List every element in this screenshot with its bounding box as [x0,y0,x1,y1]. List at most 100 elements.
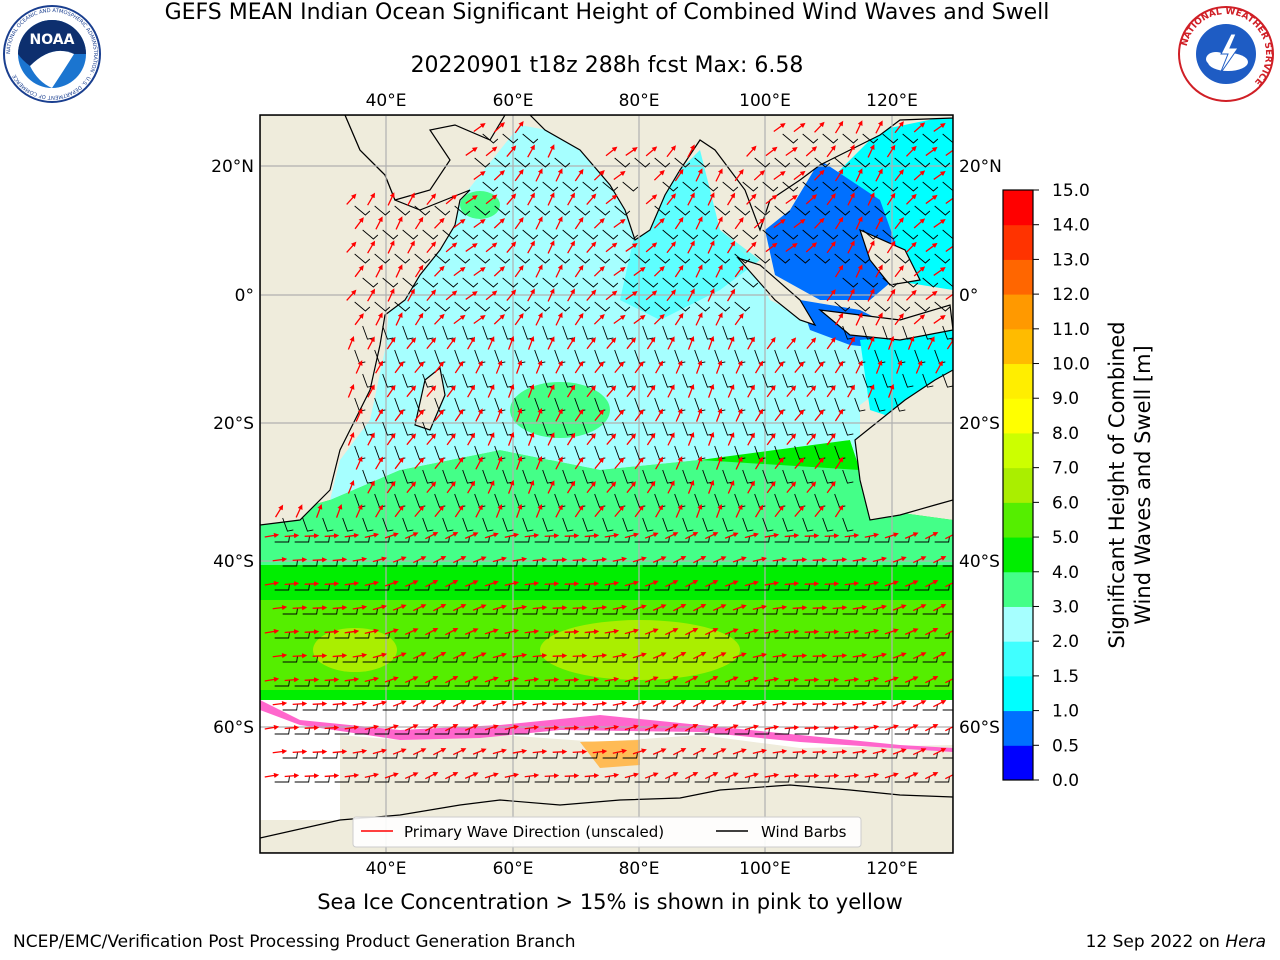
wave-direction-arrow [567,288,575,302]
wave-direction-arrow [907,335,915,350]
wave-direction-arrow [527,335,535,350]
wave-direction-arrow [872,700,887,707]
wave-direction-arrow [646,384,656,398]
wave-direction-arrow [452,652,467,660]
wind-barb [734,727,750,735]
wave-direction-arrow [535,504,543,518]
wind-barb [414,253,431,264]
wave-direction-arrow [653,217,665,229]
wind-barb [682,517,694,532]
wave-direction-arrow [732,700,747,707]
lon-label-top-80e: 80°E [619,91,660,111]
wave-direction-arrow [724,676,739,683]
wind-barb [474,301,491,312]
wave-direction-arrow [772,748,788,755]
wave-direction-arrow [566,480,576,494]
wave-direction-arrow [332,749,348,755]
wave-direction-arrow [913,170,926,181]
wave-direction-arrow [507,479,515,494]
wave-direction-arrow [544,725,560,731]
wave-direction-arrow [645,290,658,301]
wind-barb [422,703,438,711]
wave-direction-arrow [272,556,288,563]
wave-direction-arrow [804,533,820,539]
wave-direction-arrow [754,504,764,518]
wave-direction-arrow [884,580,899,587]
wind-barb [662,703,678,711]
wind-barb [882,277,899,288]
wave-direction-arrow [693,604,707,612]
wave-direction-arrow [744,580,759,587]
wind-barb [554,157,571,168]
wind-barb [362,655,378,663]
wind-barb [902,751,918,759]
wave-direction-arrow [504,628,520,634]
wind-barb [482,181,499,192]
wind-barb [842,277,859,288]
wave-direction-arrow [624,724,639,731]
wind-barb [302,559,318,567]
nws-logo: NATIONAL WEATHER SERVICE [1176,4,1276,104]
wave-direction-arrow [925,532,939,540]
wind-barb [634,775,650,783]
wave-direction-arrow [786,433,797,446]
wave-direction-arrow [952,706,953,707]
wind-barb [914,631,930,639]
wave-direction-arrow [664,628,679,636]
wind-barb [554,679,570,687]
wave-direction-arrow [625,291,638,300]
wind-barb [854,253,871,264]
wave-direction-arrow [446,433,456,446]
wave-direction-arrow [646,432,656,446]
wind-barb [754,583,770,591]
wave-direction-arrow [352,748,368,754]
wave-direction-arrow [544,533,560,539]
wave-direction-arrow [564,773,580,779]
wave-direction-arrow [507,383,515,398]
wave-direction-arrow [732,604,747,611]
wind-barb [934,727,950,735]
wave-direction-arrow [272,700,288,707]
wind-barb [334,775,350,783]
wave-direction-arrow [913,314,926,325]
wind-barb [842,517,854,532]
colorbar-swatch [1003,502,1033,538]
wind-barb [674,775,690,783]
wave-direction-arrow [704,676,719,684]
wave-direction-arrow [687,192,695,206]
wave-direction-arrow [487,384,495,398]
wind-barb [402,607,418,615]
wave-direction-arrow [834,456,844,470]
wave-direction-arrow [814,361,825,374]
wave-direction-arrow [765,242,778,253]
wind-barb [955,206,970,215]
wind-barb [734,583,750,591]
wind-barb [902,655,918,663]
wave-direction-arrow [544,773,560,779]
wave-direction-arrow [552,605,568,611]
wave-direction-arrow [605,290,618,301]
wave-direction-arrow [784,725,800,731]
wave-direction-arrow [304,581,320,587]
wind-barb [882,133,899,144]
wave-direction-arrow [612,748,628,754]
wind-barb [774,583,790,591]
wave-direction-arrow [867,384,875,398]
wave-direction-arrow [272,604,288,611]
wind-barb [894,727,910,735]
wind-barb [462,229,479,240]
wave-direction-arrow [925,146,938,157]
wave-direction-arrow [516,359,523,374]
wave-direction-arrow [604,772,620,778]
wind-barb [963,752,978,758]
wave-direction-arrow [335,503,343,518]
wave-direction-arrow [367,336,375,350]
wind-barb [722,655,738,663]
wind-barb [462,751,478,759]
wave-direction-arrow [715,216,723,230]
wave-direction-arrow [693,556,707,564]
wave-direction-arrow [606,481,617,494]
wave-direction-arrow [527,383,535,398]
wave-direction-arrow [493,122,505,133]
wave-direction-arrow [384,772,399,779]
